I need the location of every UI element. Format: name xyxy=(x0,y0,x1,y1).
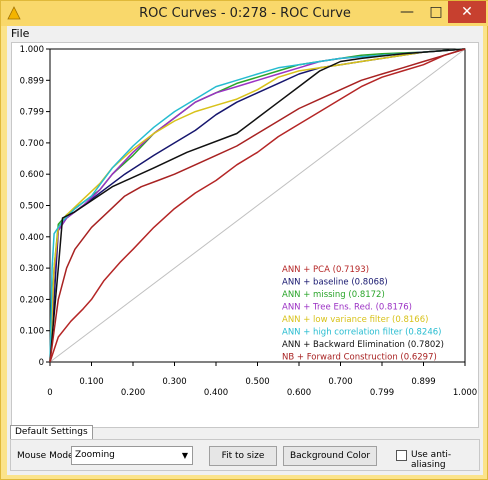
mouse-mode-value: Zooming xyxy=(75,450,115,460)
legend-entry: ANN + PCA (0.7193) xyxy=(282,265,369,275)
minimize-button[interactable]: — xyxy=(400,4,414,20)
fit-to-size-button[interactable]: Fit to size xyxy=(209,446,277,466)
background-color-button[interactable]: Background Color xyxy=(283,446,377,466)
x-tick-label: 0.100 xyxy=(79,377,103,387)
roc-curve xyxy=(49,48,466,363)
x-tick-label: 0.200 xyxy=(121,388,145,398)
x-tick-label: 0.700 xyxy=(328,377,352,387)
menu-file[interactable]: File xyxy=(11,27,30,40)
warning-triangle-icon xyxy=(7,6,21,20)
roc-curve xyxy=(49,48,466,363)
legend-entry: ANN + high correlation filter (0.8246) xyxy=(282,328,441,338)
y-tick-label: 0.799 xyxy=(20,108,44,118)
tab-strip: Default Settings xyxy=(7,425,483,439)
y-tick-label: 0.899 xyxy=(20,76,44,86)
y-tick-label: 0.200 xyxy=(20,295,44,305)
tab-default-settings[interactable]: Default Settings xyxy=(10,425,93,439)
menu-bar: File xyxy=(7,26,483,42)
y-tick-label: 0.100 xyxy=(20,327,44,337)
title-bar[interactable]: ROC Curves - 0:278 - ROC Curve — □ ✕ xyxy=(1,1,488,26)
y-tick-label: 0.500 xyxy=(20,202,44,212)
legend: ANN + PCA (0.7193) ANN + baseline (0.8068… xyxy=(282,265,444,363)
y-tick-label: 0.600 xyxy=(20,170,44,180)
legend-entry: ANN + missing (0.8172) xyxy=(282,290,385,300)
legend-entry: NB + Forward Construction (0.6297) xyxy=(282,353,437,363)
x-tick-label: 0.899 xyxy=(411,377,435,387)
x-tick-label: 0.400 xyxy=(204,388,228,398)
mouse-mode-label: Mouse Mode xyxy=(17,451,74,461)
window-title: ROC Curves - 0:278 - ROC Curve xyxy=(139,6,351,21)
y-tick-label: 1.000 xyxy=(20,45,44,55)
roc-curve xyxy=(49,48,466,363)
mouse-mode-select[interactable]: Zooming ▼ xyxy=(71,446,193,465)
x-tick-label: 1.000 xyxy=(453,388,477,398)
y-tick-label: 0 xyxy=(39,358,44,368)
anti-aliasing-checkbox[interactable] xyxy=(396,450,407,461)
roc-chart[interactable]: 0 0.100 0.200 0.300 0.400 0.500 0.600 0.700 0.79… xyxy=(12,43,478,427)
anti-aliasing-label: Use anti-aliasing xyxy=(411,450,452,470)
axes: 0 0.100 0.200 0.300 0.400 0.500 0.600 0.700 0.79… xyxy=(20,45,478,398)
x-tick-label: 0.799 xyxy=(370,388,394,398)
legend-entry: ANN + Tree Ens. Red. (0.8176) xyxy=(282,303,412,313)
x-tick-label: 0.500 xyxy=(245,377,269,387)
window-client: File 0 0.100 0.200 0.300 0.400 0.500 0.600 0.70… xyxy=(7,26,483,475)
legend-entry: ANN + baseline (0.8068) xyxy=(282,278,388,288)
x-tick-label: 0.300 xyxy=(162,377,186,387)
x-tick-label: 0 xyxy=(47,388,52,398)
settings-panel: Mouse Mode Zooming ▼ Fit to size Backgro… xyxy=(10,439,480,471)
legend-entry: ANN + Backward Elimination (0.7802) xyxy=(282,340,444,350)
x-tick-label: 0.600 xyxy=(287,388,311,398)
chevron-down-icon: ▼ xyxy=(181,451,188,460)
plot-panel[interactable]: 0 0.100 0.200 0.300 0.400 0.500 0.600 0.700 0.79… xyxy=(11,42,479,428)
y-tick-label: 0.400 xyxy=(20,233,44,243)
close-button[interactable]: ✕ xyxy=(448,1,486,23)
series-layer xyxy=(49,48,466,363)
maximize-button[interactable]: □ xyxy=(429,4,443,20)
roc-curve xyxy=(49,48,466,363)
y-tick-label: 0.700 xyxy=(20,139,44,149)
diagonal-reference-line xyxy=(49,48,466,363)
y-tick-label: 0.300 xyxy=(20,264,44,274)
legend-entry: ANN + low variance filter (0.8166) xyxy=(282,315,428,325)
